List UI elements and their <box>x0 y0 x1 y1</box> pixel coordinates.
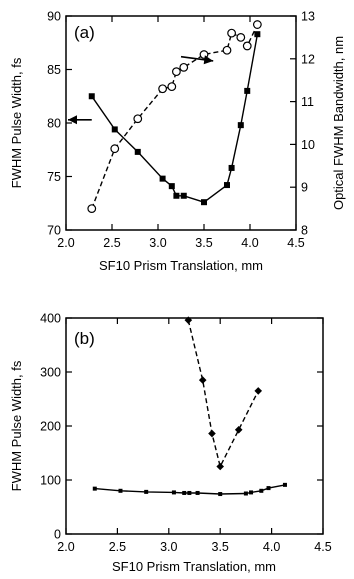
y-tick-label: 200 <box>40 420 61 434</box>
x-tick-label: 4.5 <box>287 236 304 250</box>
y-axis-label-b: FWHM Pulse Width, fs <box>9 360 24 491</box>
pulse-width-point <box>88 93 95 100</box>
dashed-series-point <box>216 462 224 471</box>
bandwidth-point <box>227 28 237 38</box>
pulse-width-point <box>180 192 187 199</box>
chart-panel-b: 2.0 2.5 3.0 3.5 4.0 4.5 0 100 200 300 400 (b) SF1… <box>9 312 332 575</box>
bandwidth-point <box>171 67 181 77</box>
y-ticks-a: 70 75 80 85 90 <box>47 10 72 238</box>
x-ticks-a: 2.0 2.5 3.0 3.5 4.0 4.5 <box>57 16 305 250</box>
solid-series-point <box>243 491 248 496</box>
y2-tick-label: 9 <box>301 181 308 195</box>
x-tick-label: 3.5 <box>195 236 212 250</box>
chart-panel-a: 2.0 2.5 3.0 3.5 4.0 4.5 70 75 80 85 90 8 9 10 11 12 13… <box>9 10 346 274</box>
arrow-right-axis <box>180 55 214 65</box>
x-tick-label: 3.0 <box>160 540 177 554</box>
x-tick-label: 2.0 <box>57 236 74 250</box>
solid-series-point <box>187 490 192 495</box>
solid-series-point <box>218 492 223 497</box>
panel-label-b: (b) <box>74 329 95 348</box>
bandwidth-point <box>133 114 143 124</box>
plot-frame-b <box>65 317 324 535</box>
x-axis-label-a: SF10 Prism Translation, mm <box>99 258 263 273</box>
y2-tick-label: 11 <box>301 95 314 109</box>
bandwidth-point <box>242 41 252 51</box>
bandwidth-point <box>167 82 177 92</box>
panel-label-a: (a) <box>74 23 95 42</box>
y-tick-label: 90 <box>47 10 61 24</box>
x-tick-label: 2.5 <box>103 236 120 250</box>
bandwidth-point <box>179 62 189 72</box>
bandwidth-point <box>158 84 168 94</box>
y2-axis-label-a: Optical FWHM Bandwidth, nm <box>331 36 346 210</box>
bandwidth-point <box>87 204 97 214</box>
x-tick-label: 3.5 <box>212 540 229 554</box>
pulse-width-line <box>91 34 259 203</box>
solid-series-point <box>259 488 264 493</box>
solid-series-point <box>266 486 271 491</box>
y-tick-label: 400 <box>40 312 61 326</box>
pulse-width-point <box>224 182 230 189</box>
pulse-width-point <box>159 175 166 182</box>
pulse-width-point <box>168 183 175 190</box>
dashed-series-point <box>234 425 243 434</box>
bandwidth-line <box>91 24 259 209</box>
y-tick-label: 0 <box>54 528 61 542</box>
y-tick-label: 80 <box>47 117 61 131</box>
bandwidth-point <box>110 144 120 154</box>
solid-series-point <box>92 486 97 491</box>
series-b <box>92 316 287 497</box>
arrow-head <box>203 55 214 65</box>
arrow-head <box>68 115 77 125</box>
pulse-width-point <box>173 192 180 199</box>
x-axis-label-b: SF10 Prism Translation, mm <box>112 559 276 574</box>
y2-ticks-a: 8 9 10 11 12 13 <box>290 10 315 238</box>
series-a <box>87 20 262 214</box>
pulse-width-point <box>244 87 251 94</box>
pulse-width-point <box>228 164 235 171</box>
y2-tick-label: 13 <box>301 10 315 24</box>
pulse-width-point <box>111 126 118 133</box>
x-tick-label: 4.5 <box>314 540 331 554</box>
y-tick-label: 300 <box>40 366 61 380</box>
y2-tick-label: 10 <box>301 138 315 152</box>
dashed-series-point <box>198 376 207 384</box>
x-tick-label: 3.0 <box>149 236 166 250</box>
y2-tick-label: 8 <box>301 224 308 238</box>
x-tick-label: 4.0 <box>263 540 280 554</box>
y-tick-label: 70 <box>47 224 61 238</box>
pulse-width-point <box>237 122 244 129</box>
bandwidth-point <box>236 33 246 42</box>
y-ticks-b: 0 100 200 300 400 <box>40 312 323 542</box>
solid-series-point <box>282 482 287 487</box>
dashed-series-line <box>187 320 259 469</box>
dashed-series-point <box>254 387 263 395</box>
y-tick-label: 75 <box>47 170 61 184</box>
y-tick-label: 85 <box>47 63 61 77</box>
pulse-width-point <box>254 31 261 38</box>
x-ticks-b: 2.0 2.5 3.0 3.5 4.0 4.5 <box>57 318 332 554</box>
solid-series-point <box>171 490 176 495</box>
solid-series-point <box>182 490 187 495</box>
arrow-left-axis <box>68 115 92 125</box>
bandwidth-point <box>252 20 262 29</box>
y-axis-label-a: FWHM Pulse Width, fs <box>9 57 24 188</box>
y-tick-label: 100 <box>40 474 61 488</box>
solid-series-point <box>118 488 123 493</box>
solid-series-point <box>249 490 254 495</box>
x-tick-label: 2.0 <box>57 540 74 554</box>
solid-series-point <box>144 489 149 494</box>
annotations-a <box>68 55 214 125</box>
dashed-series-point <box>184 316 193 324</box>
dashed-series-point <box>208 429 216 438</box>
y2-tick-label: 12 <box>301 52 315 66</box>
solid-series-point <box>195 490 200 495</box>
x-tick-label: 2.5 <box>109 540 126 554</box>
pulse-width-point <box>134 148 141 155</box>
pulse-width-point <box>201 199 207 206</box>
x-tick-label: 4.0 <box>241 236 258 250</box>
bandwidth-point <box>222 45 232 55</box>
